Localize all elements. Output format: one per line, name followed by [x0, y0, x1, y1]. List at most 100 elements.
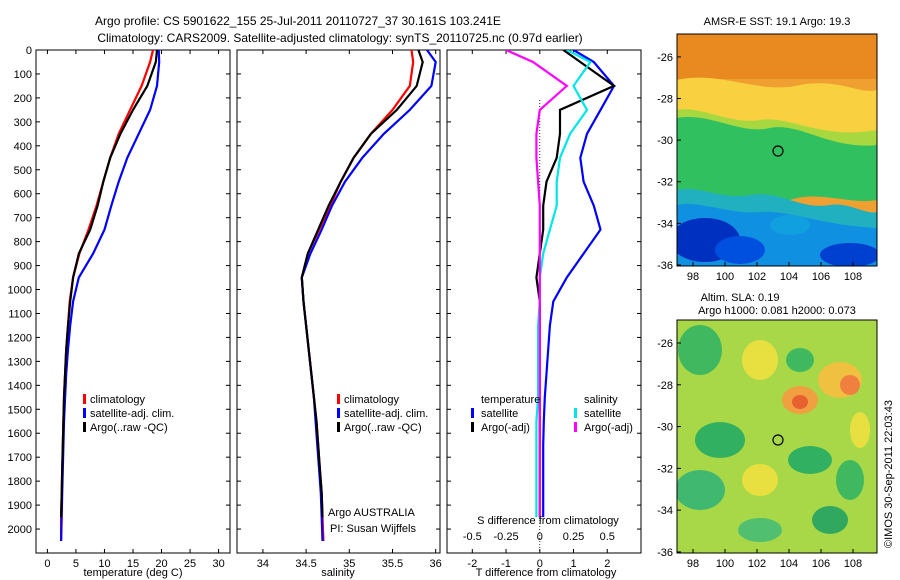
- top-tick-label: 0.25: [563, 531, 584, 543]
- y-tick-label: 1000: [8, 285, 32, 297]
- legend-swatch-satellite-adj: [337, 408, 340, 418]
- t-difference-ticks: -2 -1 0 1 2: [467, 50, 610, 570]
- argo-location-marker: [772, 434, 784, 446]
- legend-label-argo: Argo(..raw -QC): [344, 422, 422, 434]
- legend-label-s-argo: Argo(-adj): [584, 422, 633, 434]
- y-tick-label: 1700: [8, 452, 32, 464]
- argo-pi: PI: Susan Wijffels: [330, 523, 416, 535]
- y-tick-label: 1900: [8, 500, 32, 512]
- top-tick-label: 0: [537, 531, 543, 543]
- y-tick-label: 1600: [8, 428, 32, 440]
- salinity-legend: climatology satellite-adj. clim. Argo(..…: [337, 394, 428, 434]
- x-tick-label: 25: [184, 558, 196, 570]
- y-tick-label: 500: [14, 165, 32, 177]
- y-tick-label: 600: [14, 189, 32, 201]
- x-tick-label: 5: [73, 558, 79, 570]
- lon-tick-label: 98: [687, 558, 699, 570]
- lat-tick-label: -32: [657, 177, 673, 189]
- legend-swatch-argo: [337, 422, 340, 432]
- y-tick-label: 2000: [8, 524, 32, 536]
- x-tick-label: 20: [155, 558, 167, 570]
- sla-map-title-2: Argo h1000: 0.081 h2000: 0.073: [698, 305, 856, 317]
- copyright-timestamp: ©IMOS 30-Sep-2011 22:03:43: [883, 400, 895, 548]
- x-tick-label: -1: [501, 558, 511, 570]
- legend-swatch-t-argo: [471, 422, 474, 432]
- series-line-magenta: [505, 50, 569, 518]
- lat-tick-label: -28: [657, 94, 673, 106]
- depth-axis-ticks: 0 100 200 300 400 500 600 700 800 900 1000 1100 1200…: [8, 45, 230, 536]
- title-line-1: Argo profile: CS 5901622_155 25-Jul-2011…: [95, 14, 501, 28]
- sst-map: AMSR-E SST: 19.1 Argo: 19.3 -26 -28 -30 -32…: [657, 16, 878, 283]
- lon-tick-label: 108: [844, 271, 862, 283]
- y-tick-label: 1200: [8, 332, 32, 344]
- series-line-black: [535, 50, 617, 518]
- y-tick-label: 300: [14, 117, 32, 129]
- temperature-axis-ticks: 0 5 10 15 20 25 30: [44, 50, 225, 570]
- salinity-axis-ticks: 34 34.5 35 35.5 36: [257, 50, 442, 570]
- x-tick-label: 30: [212, 558, 224, 570]
- s-difference-ticks: -0.5 -0.25 0 0.25 0.5: [463, 531, 615, 543]
- y-tick-label: 800: [14, 237, 32, 249]
- top-tick-label: 0.5: [600, 531, 615, 543]
- title-line-2: Climatology: CARS2009. Satellite-adjuste…: [97, 31, 582, 45]
- x-tick-label: -2: [467, 558, 477, 570]
- lon-tick-label: 106: [812, 271, 830, 283]
- legend-swatch-satellite-adj: [83, 408, 86, 418]
- x-tick-label: 0: [44, 558, 50, 570]
- y-tick-label: 1800: [8, 476, 32, 488]
- legend-label-s-satellite: satellite: [584, 408, 621, 420]
- x-tick-label: 2: [604, 558, 610, 570]
- series-line-black: [300, 50, 424, 518]
- legend-swatch-argo: [83, 422, 86, 432]
- temperature-panel: 0100200300400500600700800900100011001200…: [8, 45, 231, 579]
- x-tick-label: 36: [430, 558, 442, 570]
- difference-legend: temperature salinity satellite Argo(-adj…: [471, 394, 633, 434]
- legend-swatch-t-satellite: [471, 408, 474, 418]
- difference-panel: -2 -1 0 1 2 -0.5 -0.25 0 0.25 0.5 S difference f…: [446, 49, 642, 579]
- difference-depth-ticks: [447, 49, 641, 530]
- lat-tick-label: -32: [657, 463, 673, 475]
- legend-label-t-argo: Argo(-adj): [481, 422, 530, 434]
- argo-location-marker: [772, 145, 784, 157]
- temperature-legend: climatology satellite-adj. clim. Argo(..…: [83, 394, 174, 434]
- series-line-blue: [300, 50, 437, 542]
- top-tick-label: -0.5: [463, 531, 482, 543]
- sst-map-lon-ticks: 98 100 102 104 106 108: [687, 262, 862, 283]
- legend-label-satellite-adj: satellite-adj. clim.: [344, 408, 428, 420]
- legend-title-salinity: salinity: [584, 394, 618, 406]
- lat-tick-label: -26: [657, 52, 673, 64]
- series-line-black: [60, 50, 159, 518]
- x-tick-label: 1: [570, 558, 576, 570]
- sst-map-lat-ticks: -26 -28 -30 -32 -34 -36: [657, 52, 681, 272]
- y-tick-label: 200: [14, 93, 32, 105]
- series-line-blue: [542, 50, 616, 518]
- lat-tick-label: -36: [657, 547, 673, 559]
- y-tick-label: 100: [14, 69, 32, 81]
- lat-tick-label: -34: [657, 505, 673, 517]
- series-line-blue: [60, 50, 161, 542]
- sla-map-title-1: Altim. SLA: 0.19: [701, 292, 780, 304]
- y-tick-label: 1500: [8, 404, 32, 416]
- s-difference-label: S difference from climatology: [477, 515, 619, 527]
- legend-label-climatology: climatology: [344, 394, 400, 406]
- sla-map-lat-ticks: -26 -28 -30 -32 -34 -36: [657, 338, 681, 559]
- lon-tick-label: 100: [716, 271, 734, 283]
- lon-tick-label: 104: [780, 558, 798, 570]
- lat-tick-label: -34: [657, 218, 673, 230]
- lon-tick-label: 100: [716, 558, 734, 570]
- sst-map-title: AMSR-E SST: 19.1 Argo: 19.3: [704, 16, 851, 28]
- y-tick-label: 900: [14, 261, 32, 273]
- salinity-depth-ticks: [237, 49, 440, 530]
- x-tick-label: 35: [343, 558, 355, 570]
- lon-tick-label: 102: [748, 271, 766, 283]
- y-tick-label: 1400: [8, 380, 32, 392]
- x-tick-label: 34: [257, 558, 269, 570]
- x-tick-label: 10: [98, 558, 110, 570]
- legend-swatch-s-argo: [574, 422, 577, 432]
- lon-tick-label: 106: [812, 558, 830, 570]
- sla-map-lon-ticks: 98 100 102 104 106 108: [687, 549, 862, 570]
- lon-tick-label: 102: [748, 558, 766, 570]
- lon-tick-label: 108: [844, 558, 862, 570]
- y-tick-label: 1300: [8, 356, 32, 368]
